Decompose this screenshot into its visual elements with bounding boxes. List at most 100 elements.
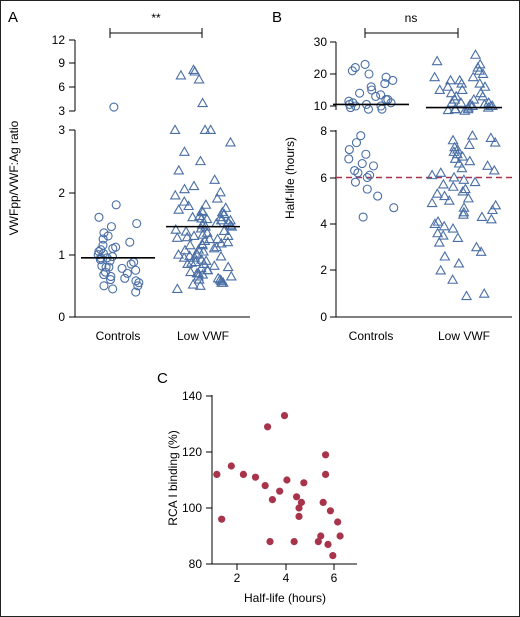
panel-a-point <box>197 97 209 108</box>
panel-a-point <box>111 242 121 252</box>
panel-b-point <box>348 98 358 108</box>
panel-a-point <box>134 278 144 288</box>
panel-a-point <box>193 73 205 84</box>
panel-b-point <box>448 171 460 182</box>
panel-c-point <box>321 451 330 459</box>
panel-b-point <box>443 195 455 205</box>
panel-a-point <box>209 174 221 184</box>
panel-a-point <box>215 237 227 248</box>
panel-a-point <box>218 208 230 219</box>
panel-a-point <box>131 276 141 286</box>
panel-c-tick-label: 6 <box>331 571 338 585</box>
panel-c-point <box>314 538 322 546</box>
panel-b-point <box>380 79 390 89</box>
panel-c-point <box>334 518 342 526</box>
panel-a-point <box>194 155 207 166</box>
panel-b-tick-label: 6 <box>320 171 327 185</box>
panel-b-point <box>435 264 447 275</box>
panel-c: C RCA I binding (%) Half-life (hours) 14… <box>157 370 357 605</box>
panel-b-point <box>350 63 360 73</box>
panel-b-point <box>462 192 474 203</box>
panel-b-point <box>429 218 441 228</box>
panel-b-point <box>431 55 443 66</box>
panel-b-point <box>454 74 466 85</box>
panel-b-category-label: Controls <box>349 329 394 343</box>
panel-a-point <box>218 225 230 235</box>
panel-c-point <box>283 476 291 484</box>
panel-a-point <box>106 275 116 285</box>
panel-b-point <box>460 290 473 301</box>
panel-c-point <box>321 470 330 478</box>
panel-b-point <box>368 161 379 171</box>
panel-b-point <box>438 220 450 231</box>
panel-b-point <box>469 176 481 187</box>
panel-b-point <box>466 100 478 110</box>
panel-a-point <box>215 250 227 261</box>
panel-c-point <box>227 462 235 470</box>
panel-a-point <box>215 211 227 222</box>
panel-c-point <box>295 504 303 512</box>
panel-a-point <box>208 242 220 253</box>
panel-c-point <box>292 493 301 501</box>
panel-b-point <box>360 59 370 69</box>
panel-b-point <box>448 146 460 156</box>
panel-a-point <box>194 280 206 290</box>
panel-b-point <box>486 204 499 215</box>
panel-a-marks <box>81 64 240 297</box>
panel-a-tick-label: 1 <box>58 248 65 262</box>
panel-c-marks <box>213 412 344 560</box>
panel-b-point <box>429 71 441 82</box>
panel-a-point <box>99 228 109 238</box>
panel-b-point <box>426 197 438 208</box>
panel-b-point <box>432 227 444 238</box>
panel-a-point <box>106 271 116 282</box>
panel-b-point <box>447 222 459 233</box>
panel-b-point <box>489 136 501 147</box>
panel-a-point <box>125 237 135 247</box>
panel-a-point <box>171 283 183 293</box>
panel-a-point <box>94 247 104 257</box>
panel-a-point <box>224 214 237 225</box>
panel-b-point <box>458 174 470 184</box>
panel-a-point <box>178 195 190 206</box>
panel-b-point <box>475 87 487 98</box>
panel-b-point <box>488 164 500 175</box>
panel-c-tick-label: 120 <box>182 445 202 459</box>
panel-a-point <box>175 69 187 80</box>
panel-a-point <box>212 233 224 244</box>
panel-c-letter: C <box>157 370 168 387</box>
panel-a-point <box>187 278 199 289</box>
panel-b-ylabel: Half-life (hours) <box>283 137 297 219</box>
panel-c-point <box>300 479 308 487</box>
panel-b-point <box>367 85 377 95</box>
panel-c-point <box>319 498 327 506</box>
panel-a-point <box>205 124 217 134</box>
panel-b-point <box>469 49 482 59</box>
panel-a-point <box>214 186 226 197</box>
panel-b-point <box>445 74 457 85</box>
panel-b-point <box>453 257 465 268</box>
panel-a-point <box>196 212 208 223</box>
panel-c-point <box>266 538 274 546</box>
panel-c-point <box>268 496 277 504</box>
panel-b-point <box>477 68 489 78</box>
panel-a-point <box>202 264 214 275</box>
panel-b-tick-label: 10 <box>314 99 328 113</box>
panel-b-point <box>431 188 443 198</box>
panel-a-point <box>187 211 199 222</box>
panel-b-tick-label: 4 <box>320 217 327 231</box>
panel-a-point <box>200 255 212 265</box>
panel-a-point <box>131 287 141 297</box>
panel-a-point <box>169 189 181 200</box>
panel-a-point <box>191 267 203 278</box>
panel-b-point <box>432 215 444 226</box>
panel-a-point <box>225 270 237 281</box>
panel-c-point <box>317 532 325 540</box>
panel-b-letter: B <box>272 9 282 26</box>
panel-b-point <box>451 143 464 154</box>
panel-b-point <box>479 81 491 91</box>
panel-a-significance: ** <box>151 11 161 25</box>
panel-b-point <box>449 141 461 152</box>
panel-a-point <box>215 214 227 225</box>
